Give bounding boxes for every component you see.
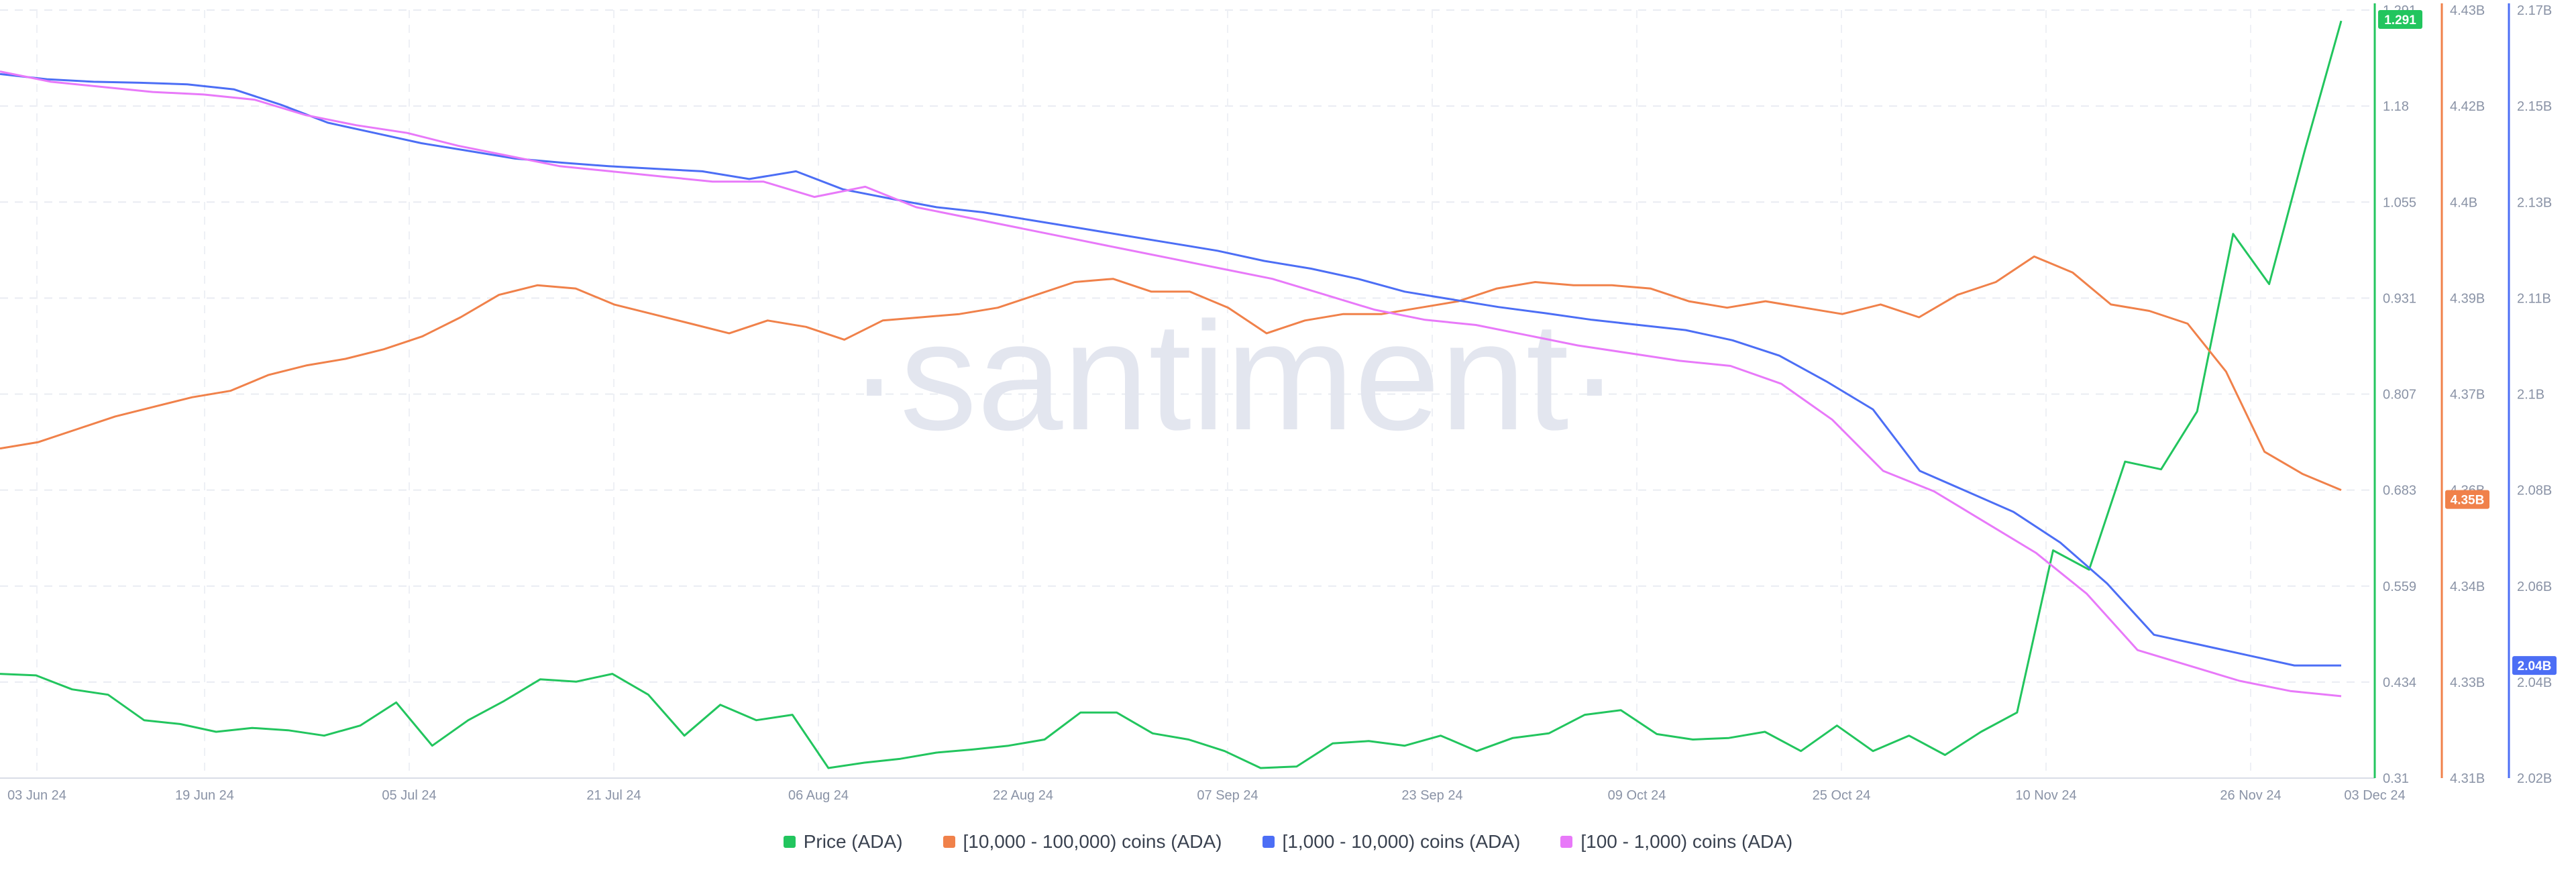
- grid-lines: [0, 9, 2375, 779]
- y-tick-label: 0.434: [2383, 675, 2416, 690]
- x-tick-label: 05 Jul 24: [382, 788, 436, 803]
- legend-label-1k-10k: [1,000 - 10,000) coins (ADA): [1282, 831, 1521, 852]
- series-layer: [0, 20, 2343, 769]
- axis-badge-text: 2.04B: [2518, 659, 2552, 673]
- y-tick-label: 4.43B: [2450, 3, 2485, 18]
- y-tick-label: 4.34B: [2450, 580, 2485, 594]
- x-tick-label: 26 Nov 24: [2220, 788, 2281, 803]
- legend-swatch-1k-10k: [1262, 836, 1275, 848]
- axis-badge-h10k: 4.35B: [2445, 490, 2489, 509]
- y-tick-label: 0.31: [2383, 771, 2409, 786]
- x-tick-label: 23 Sep 24: [1401, 788, 1462, 803]
- x-tick-label: 06 Aug 24: [788, 788, 849, 803]
- y-tick-label: 4.31B: [2450, 771, 2485, 786]
- y-tick-label: 0.931: [2383, 291, 2416, 306]
- series-line-1: [0, 255, 2342, 491]
- legend-item-1k-10k[interactable]: [1,000 - 10,000) coins (ADA): [1262, 831, 1521, 853]
- y-tick-label: 4.39B: [2450, 291, 2485, 306]
- y-tick-label: 0.559: [2383, 580, 2416, 594]
- x-tick-label: 07 Sep 24: [1197, 788, 1258, 803]
- legend-item-10k-100k[interactable]: [10,000 - 100,000) coins (ADA): [943, 831, 1222, 853]
- y-tick-label: 2.11B: [2517, 291, 2551, 306]
- legend-swatch-price: [783, 836, 796, 848]
- x-tick-label: 21 Jul 24: [586, 788, 641, 803]
- x-tick-label: 03 Jun 24: [7, 788, 66, 803]
- legend-swatch-10k-100k: [943, 836, 955, 848]
- santiment-watermark: ·santiment·: [849, 290, 1620, 462]
- axis-badge-h1k: 2.04B: [2512, 656, 2557, 675]
- y-tick-label: 4.4B: [2450, 195, 2477, 210]
- y-tick-label: 2.1B: [2517, 388, 2544, 402]
- legend-item-100-1k[interactable]: [100 - 1,000) coins (ADA): [1560, 831, 1792, 853]
- y-tick-label: 4.33B: [2450, 675, 2485, 690]
- x-tick-label: 22 Aug 24: [993, 788, 1053, 803]
- axis-badge-bg: [2378, 10, 2422, 29]
- y-tick-label: 0.807: [2383, 388, 2416, 402]
- axis-badge-bg: [2445, 490, 2489, 509]
- series-line-0: [0, 20, 2343, 769]
- x-tick-label: 25 Oct 24: [1813, 788, 1871, 803]
- x-tick-label: 19 Jun 24: [175, 788, 234, 803]
- y-tick-label: 1.055: [2383, 195, 2416, 210]
- y-tick-label: 4.42B: [2450, 99, 2485, 114]
- legend: Price (ADA) [10,000 - 100,000) coins (AD…: [0, 825, 2576, 859]
- axis-badge-bg: [2512, 656, 2557, 675]
- y-tick-label: 2.02B: [2517, 771, 2552, 786]
- y-tick-label: 2.17B: [2517, 3, 2552, 18]
- y-tick-label: 4.37B: [2450, 388, 2485, 402]
- x-tick-label: 10 Nov 24: [2015, 788, 2076, 803]
- y-tick-label: 2.08B: [2517, 484, 2552, 498]
- axis-badge-text: 1.291: [2384, 13, 2416, 28]
- axis-badge-text: 4.35B: [2451, 494, 2485, 508]
- y-tick-label: 2.04B: [2517, 675, 2552, 690]
- legend-label-10k-100k: [10,000 - 100,000) coins (ADA): [963, 831, 1222, 852]
- legend-item-price[interactable]: Price (ADA): [783, 831, 903, 853]
- y-axes: 1.291 1.18 1.055 0.931 0.807 0.683 0.559 0.434 0…: [2373, 3, 2557, 786]
- x-tick-label: 03 Dec 24: [2344, 788, 2405, 803]
- y-tick-label: 2.13B: [2517, 195, 2552, 210]
- chart-svg: ·santiment· 03 Jun 24 19 Jun 24 05 Jul 24 2…: [0, 3, 2557, 803]
- axis-badge-price: 1.291: [2378, 10, 2422, 29]
- y-tick-label: 0.683: [2383, 484, 2416, 498]
- legend-label-100-1k: [100 - 1,000) coins (ADA): [1580, 831, 1793, 852]
- series-line-3: [0, 70, 2342, 698]
- legend-label-price: Price (ADA): [803, 831, 903, 852]
- x-tick-label: 09 Oct 24: [1608, 788, 1666, 803]
- legend-swatch-100-1k: [1560, 836, 1573, 848]
- x-axis-ticks: 03 Jun 24 19 Jun 24 05 Jul 24 21 Jul 24 06 A…: [7, 788, 2406, 803]
- y-tick-label: 2.06B: [2517, 580, 2552, 594]
- y-tick-label: 2.15B: [2517, 99, 2552, 114]
- y-tick-label: 1.18: [2383, 99, 2409, 114]
- series-line-2: [0, 72, 2341, 667]
